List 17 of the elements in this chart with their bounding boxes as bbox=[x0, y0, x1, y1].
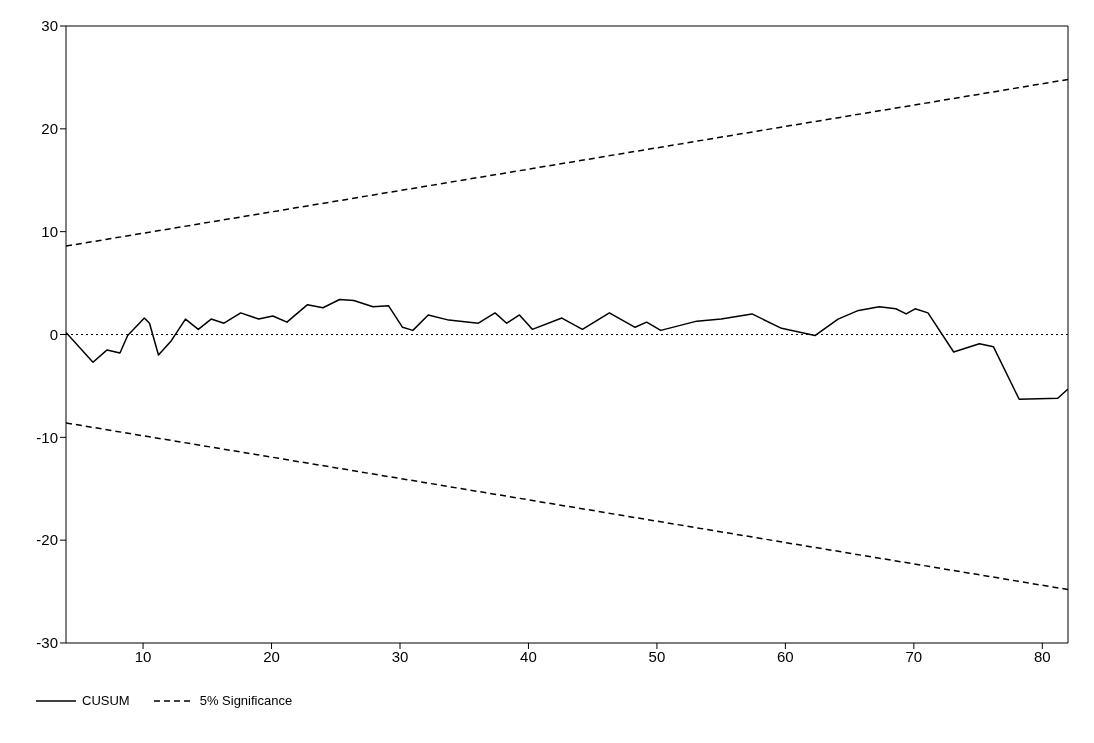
x-tick-label: 50 bbox=[648, 647, 666, 665]
x-tick-label: 10 bbox=[134, 647, 152, 665]
x-tick-label: 30 bbox=[391, 647, 409, 665]
y-tick-label: 0 bbox=[49, 325, 58, 343]
y-tick-label: -20 bbox=[36, 531, 58, 549]
y-tick-label: -10 bbox=[36, 428, 58, 446]
legend-label: 5% Significance bbox=[199, 693, 293, 708]
x-tick-label: 20 bbox=[263, 647, 280, 665]
y-tick-label: 30 bbox=[41, 17, 58, 35]
x-tick-label: 80 bbox=[1033, 647, 1051, 665]
y-tick-label: 10 bbox=[41, 222, 58, 240]
x-tick-label: 40 bbox=[520, 647, 537, 665]
y-tick-label: 20 bbox=[41, 120, 58, 138]
x-tick-label: 60 bbox=[777, 647, 794, 665]
y-tick-label: -30 bbox=[36, 634, 58, 652]
x-tick-label: 70 bbox=[905, 647, 923, 665]
legend-label: CUSUM bbox=[82, 693, 130, 708]
